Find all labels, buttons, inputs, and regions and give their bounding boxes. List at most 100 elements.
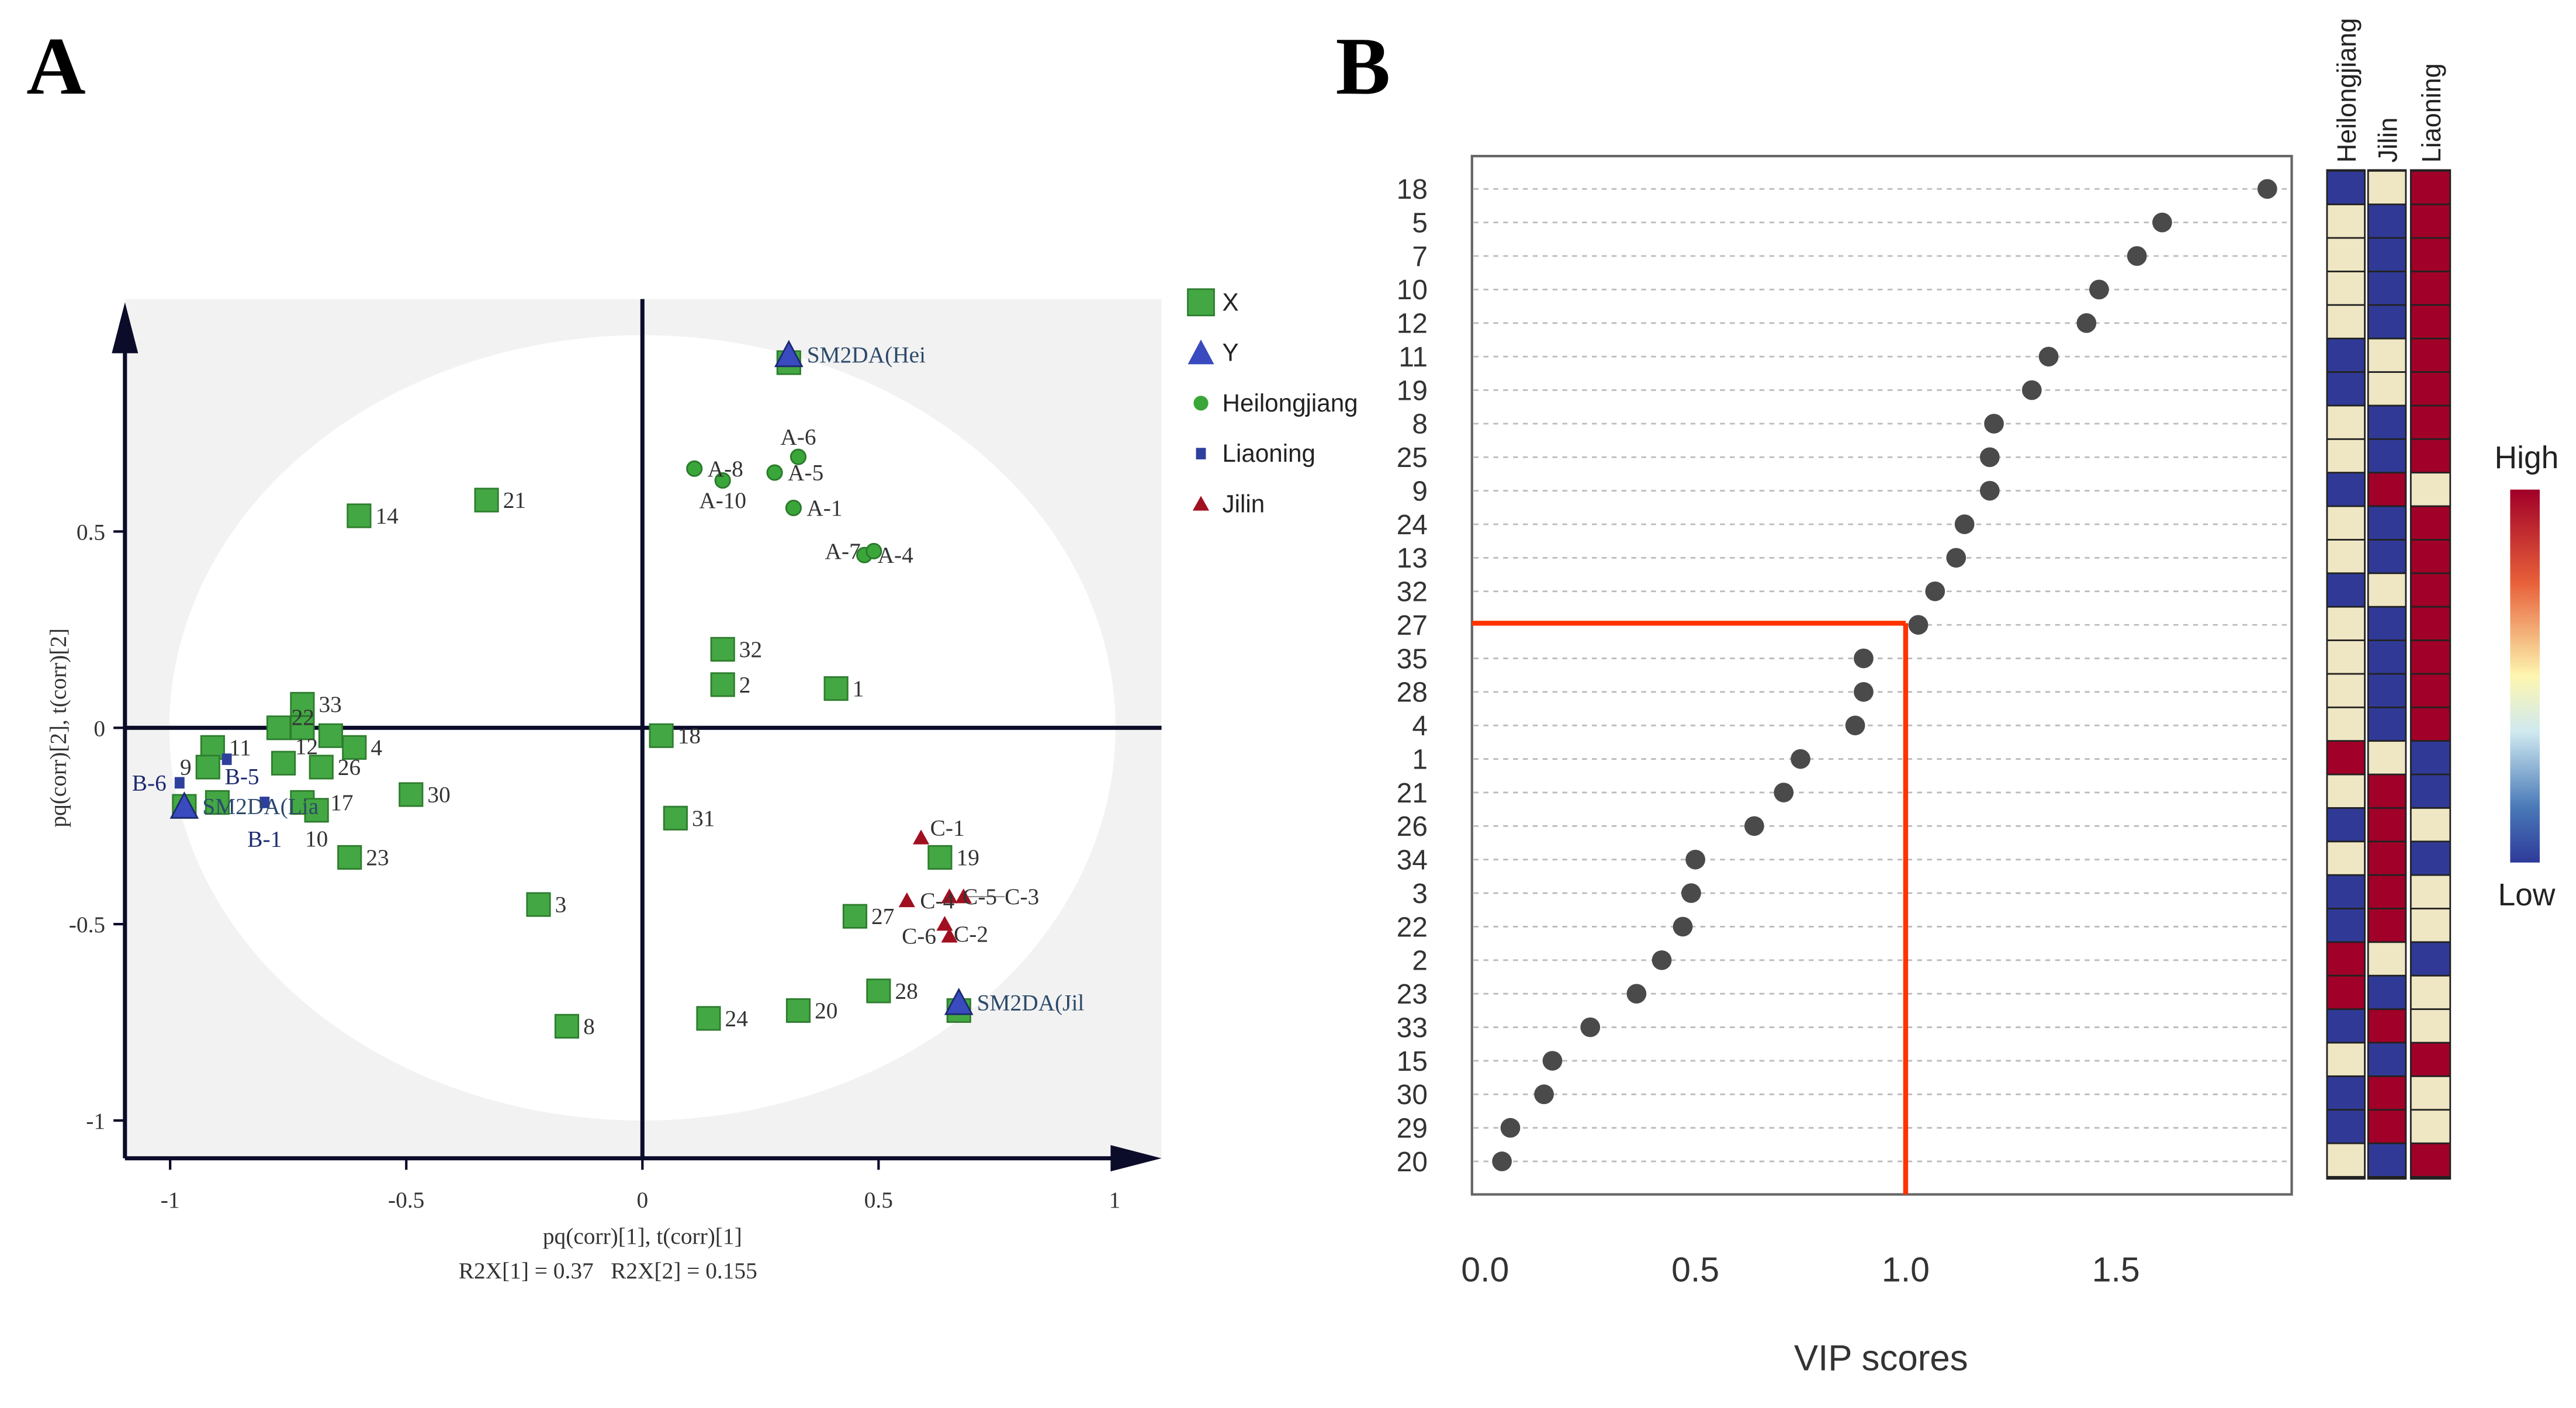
x-tick-label: 0.5 xyxy=(864,1187,893,1213)
heatmap-cell xyxy=(2369,339,2405,372)
legend-triangle-icon xyxy=(1187,340,1214,365)
x-variable-marker xyxy=(290,715,315,741)
point-label: 9 xyxy=(180,754,192,780)
heatmap-cell xyxy=(2369,607,2405,640)
point-label: A-10 xyxy=(699,487,746,513)
heatmap-cell xyxy=(2328,372,2364,405)
heatmap-cell xyxy=(2411,238,2450,271)
point-label: 10 xyxy=(305,826,328,852)
x-tick-label: -1 xyxy=(161,1187,180,1213)
x-variable-marker xyxy=(205,790,230,815)
row-label: 1 xyxy=(1412,744,1428,775)
vip-point xyxy=(1984,413,2004,434)
colorbar-low-label: Low xyxy=(2498,878,2555,912)
x-variable-marker xyxy=(696,1006,721,1031)
heatmap-cell xyxy=(2369,742,2405,774)
vip-point xyxy=(2127,246,2147,266)
heatmap-cell xyxy=(2411,339,2450,372)
x-variable-marker xyxy=(318,723,343,748)
heatmap-cell xyxy=(2328,708,2364,741)
heatmap-cell xyxy=(2369,473,2405,506)
y-tick-label: -0.5 xyxy=(69,912,105,937)
point-label: SM2DA(Lia xyxy=(202,794,318,819)
heatmap-cell xyxy=(2411,171,2450,204)
row-label: 12 xyxy=(1397,309,1428,340)
heatmap-cell xyxy=(2411,808,2450,841)
vip-point xyxy=(1580,1017,1601,1037)
legend-square-icon xyxy=(1187,288,1215,317)
y-axis-title: pq(corr)[2], t(corr)[2] xyxy=(46,628,71,828)
y-tick-label: 0 xyxy=(94,715,105,741)
row-label: 28 xyxy=(1397,677,1428,708)
point-label: 17 xyxy=(330,790,353,815)
heatmap-cell xyxy=(2411,440,2450,472)
row-label: 2 xyxy=(1412,946,1428,977)
heatmap-cell xyxy=(2369,1010,2405,1042)
x-variable-marker xyxy=(866,978,891,1004)
heatmap-cell xyxy=(2369,943,2405,975)
heatmap-cell xyxy=(2411,876,2450,908)
row-label: 23 xyxy=(1397,979,1428,1010)
point-label: C-6 xyxy=(902,923,936,949)
x-axis-title: VIP scores xyxy=(1794,1338,1968,1378)
heatmap-cell xyxy=(2411,507,2450,539)
vip-point xyxy=(1774,783,1794,802)
x-tick-label: 0.5 xyxy=(1671,1251,1719,1289)
vip-point xyxy=(1791,749,1810,769)
vip-point xyxy=(1542,1051,1563,1071)
vip-plot-frame xyxy=(1470,154,2293,1196)
vip-point xyxy=(1681,883,1701,903)
heatmap-cell xyxy=(2328,440,2364,472)
heatmap-cell xyxy=(2369,540,2405,573)
liaoning-sample-marker xyxy=(174,777,185,789)
point-label: 32 xyxy=(739,636,762,662)
heatmap-cell xyxy=(2411,1077,2450,1109)
point-label: 31 xyxy=(692,805,715,831)
x-variable-marker xyxy=(309,755,334,780)
heatmap-cell xyxy=(2328,943,2364,975)
point-label: 3 xyxy=(555,892,567,918)
heatmap-cell xyxy=(2411,909,2450,942)
heatmap-cell xyxy=(2411,540,2450,573)
point-label: SM2DA(Jil xyxy=(977,990,1085,1016)
heatmap-cell xyxy=(2411,976,2450,1009)
legend-label: Liaoning xyxy=(1223,440,1315,467)
x-variable-marker xyxy=(842,904,868,929)
x-tick-label: 1 xyxy=(1109,1187,1121,1213)
liaoning-sample-marker xyxy=(259,797,270,808)
heatmap: Heilongjiang Jilin Liaoning xyxy=(2326,18,2452,1180)
jilin-sample-marker xyxy=(898,892,915,908)
row-label: 15 xyxy=(1397,1046,1428,1077)
point-label: A-4 xyxy=(878,542,914,568)
point-label: 23 xyxy=(366,845,389,870)
x-variable-marker xyxy=(785,998,811,1023)
vip-point xyxy=(1979,480,2000,501)
heatmap-cell xyxy=(2328,507,2364,539)
heatmap-cell xyxy=(2369,708,2405,741)
point-label: C-1 xyxy=(930,815,965,840)
data-points xyxy=(169,340,974,1039)
panel-label-b: B xyxy=(1336,21,1391,112)
point-label: 26 xyxy=(338,754,361,780)
legend-label: Y xyxy=(1223,339,1239,366)
row-label: 19 xyxy=(1397,375,1428,406)
heilongjiang-sample-marker xyxy=(865,542,882,559)
row-label: 34 xyxy=(1397,845,1428,876)
heatmap-cell xyxy=(2369,306,2405,338)
x-variable-marker xyxy=(399,782,424,807)
heatmap-column-label: Jilin xyxy=(2373,117,2402,162)
row-label: 9 xyxy=(1412,476,1428,507)
x-variable-marker xyxy=(710,636,735,662)
x-axis-arrow xyxy=(1110,1145,1162,1172)
y-response-marker xyxy=(944,988,974,1015)
point-label: C-5 xyxy=(962,884,997,909)
point-label: A-7 xyxy=(825,538,861,564)
colorbar: High Low xyxy=(2495,441,2559,912)
heatmap-cell xyxy=(2411,473,2450,506)
point-label: 22 xyxy=(292,704,314,730)
heatmap-column-label: Heilongjiang xyxy=(2332,18,2362,163)
heatmap-cell xyxy=(2369,272,2405,305)
heatmap-cell xyxy=(2369,574,2405,606)
point-label: B-6 xyxy=(132,770,167,795)
